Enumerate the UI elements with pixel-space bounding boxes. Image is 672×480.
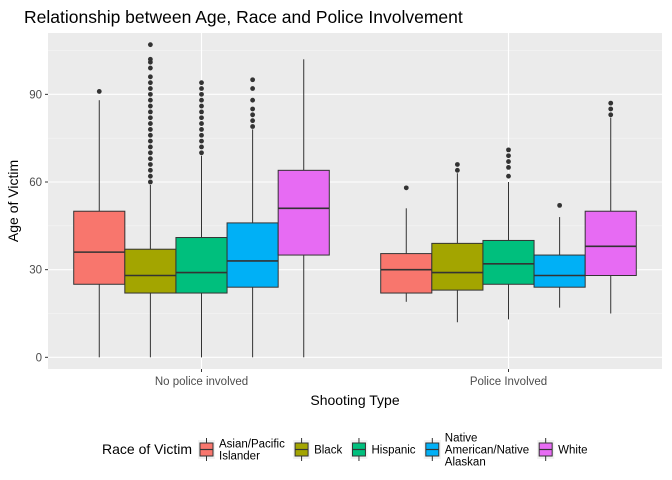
outlier-point — [147, 167, 153, 173]
outlier-point — [199, 150, 204, 156]
outlier-point — [608, 106, 614, 112]
legend-label: Hispanic — [371, 445, 415, 457]
outlier-point — [147, 86, 153, 91]
box — [226, 77, 279, 358]
legend-item: Black — [293, 438, 342, 461]
outlier-point — [250, 77, 256, 83]
outlier-point — [96, 89, 102, 94]
outlier-point — [147, 173, 153, 179]
outlier-point — [608, 112, 614, 118]
outlier-point — [250, 106, 256, 112]
outlier-point — [147, 115, 153, 121]
outlier-point — [147, 80, 153, 86]
y-axis-title: Age of Victim — [5, 160, 21, 242]
legend-item: White — [537, 438, 588, 461]
chart-title: Relationship between Age, Race and Polic… — [24, 7, 463, 27]
box-body — [175, 237, 228, 294]
outlier-point — [147, 144, 153, 150]
x-axis-title: Shooting Type — [310, 392, 399, 408]
outlier-point — [147, 179, 153, 185]
box — [124, 42, 177, 358]
legend-label: Native American/Native Alaskan — [445, 433, 529, 469]
outlier-point — [199, 80, 204, 86]
y-tick-label: 30 — [29, 265, 42, 277]
outlier-point — [199, 97, 204, 103]
outlier-point — [250, 97, 256, 103]
legend-label: White — [558, 445, 587, 457]
outlier-point — [147, 103, 153, 109]
outlier-point — [199, 109, 204, 115]
outlier-point — [250, 118, 256, 124]
legend-item: Native American/Native Alaskan — [423, 433, 529, 469]
outlier-point — [147, 127, 153, 132]
outlier-point — [557, 202, 563, 208]
outlier-point — [506, 159, 511, 164]
box-body — [124, 248, 177, 294]
x-tick-label: Police Involved — [470, 376, 547, 388]
outlier-point — [147, 65, 153, 71]
outlier-point — [147, 109, 153, 115]
box — [380, 185, 433, 302]
outlier-point — [147, 162, 153, 167]
outlier-point — [199, 86, 204, 91]
x-tick-label: No police involved — [155, 376, 248, 388]
outlier-point — [454, 167, 460, 173]
outlier-point — [403, 185, 409, 191]
outlier-point — [250, 124, 256, 129]
outlier-point — [147, 132, 153, 138]
outlier-point — [147, 42, 153, 48]
outlier-point — [199, 91, 204, 97]
y-tick-label: 0 — [36, 352, 42, 364]
outlier-point — [147, 138, 153, 144]
box — [277, 59, 330, 358]
legend-item: Hispanic — [350, 438, 416, 461]
box — [175, 80, 228, 358]
outlier-point — [199, 132, 204, 138]
outlier-point — [147, 91, 153, 97]
box-body — [482, 239, 535, 285]
outlier-point — [250, 86, 256, 91]
axis-layer: 0 30 60 90 No police involved Police Involved — [29, 89, 547, 388]
outlier-point — [506, 147, 511, 153]
outlier-point — [147, 156, 153, 162]
box — [73, 89, 126, 358]
legend-item: Asian/Pacific Islander — [198, 438, 285, 463]
plot-panel — [48, 33, 662, 369]
box-layer — [73, 42, 637, 358]
legend-label: Black — [314, 445, 342, 457]
outlier-point — [199, 121, 204, 126]
box-body — [380, 253, 433, 294]
outlier-point — [147, 150, 153, 156]
box-body — [584, 210, 637, 277]
box — [482, 147, 535, 320]
outlier-point — [199, 115, 204, 121]
box-body — [533, 254, 586, 288]
outlier-point — [506, 173, 511, 179]
box-body — [277, 169, 330, 256]
box — [584, 100, 637, 314]
outlier-point — [199, 144, 204, 150]
legend-title: Race of Victim — [102, 441, 192, 457]
box — [533, 202, 586, 308]
outlier-point — [506, 165, 511, 170]
outlier-point — [147, 121, 153, 126]
outlier-point — [199, 138, 204, 144]
outlier-point — [250, 112, 256, 118]
outlier-point — [199, 127, 204, 132]
box-body — [431, 242, 484, 291]
box-body — [226, 222, 279, 288]
box-body — [73, 210, 126, 285]
outlier-point — [147, 74, 153, 80]
outlier-point — [147, 97, 153, 103]
outlier-point — [608, 100, 614, 106]
legend-label: Asian/Pacific Islander — [219, 439, 285, 463]
outlier-point — [454, 162, 460, 167]
y-tick-label: 90 — [29, 89, 42, 101]
outlier-point — [199, 103, 204, 109]
y-tick-label: 60 — [29, 177, 42, 189]
outlier-point — [147, 56, 153, 62]
outlier-point — [506, 153, 511, 159]
legend: Race of Victim Asian/Pacific Islander Blac… — [102, 433, 588, 469]
